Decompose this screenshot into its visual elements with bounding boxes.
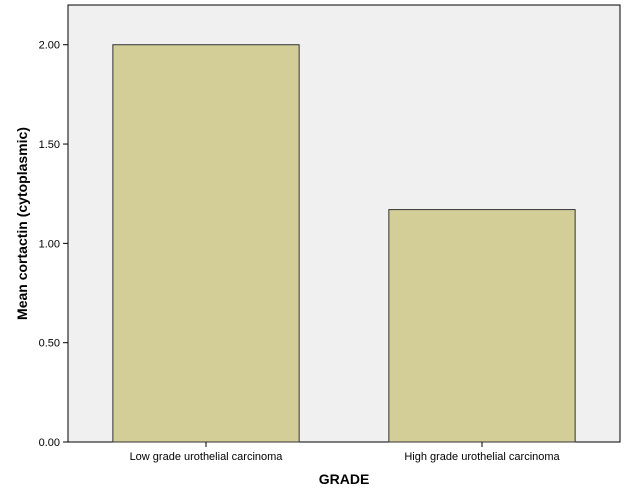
bar-2 (388, 209, 576, 443)
y-tick-label: 1.50 (39, 139, 60, 151)
y-tick-label: 0.50 (39, 338, 60, 350)
x-tick-label: High grade urothelial carcinoma (404, 451, 560, 463)
y-tick-label: 2.00 (39, 40, 60, 52)
x-axis-title: GRADE (319, 471, 370, 487)
y-axis: 0.00 0.50 1.00 1.50 2.00 (39, 40, 68, 449)
x-axis: Low grade urothelial carcinoma High grade… (130, 442, 561, 463)
y-axis-title: Mean cortactin (cytoplasmic) (14, 127, 30, 320)
x-tick-label: Low grade urothelial carcinoma (130, 451, 284, 463)
bar-1 (112, 44, 300, 443)
bars-group (112, 44, 576, 443)
y-tick-label: 0.00 (39, 437, 60, 449)
y-tick-label: 1.00 (39, 238, 60, 250)
